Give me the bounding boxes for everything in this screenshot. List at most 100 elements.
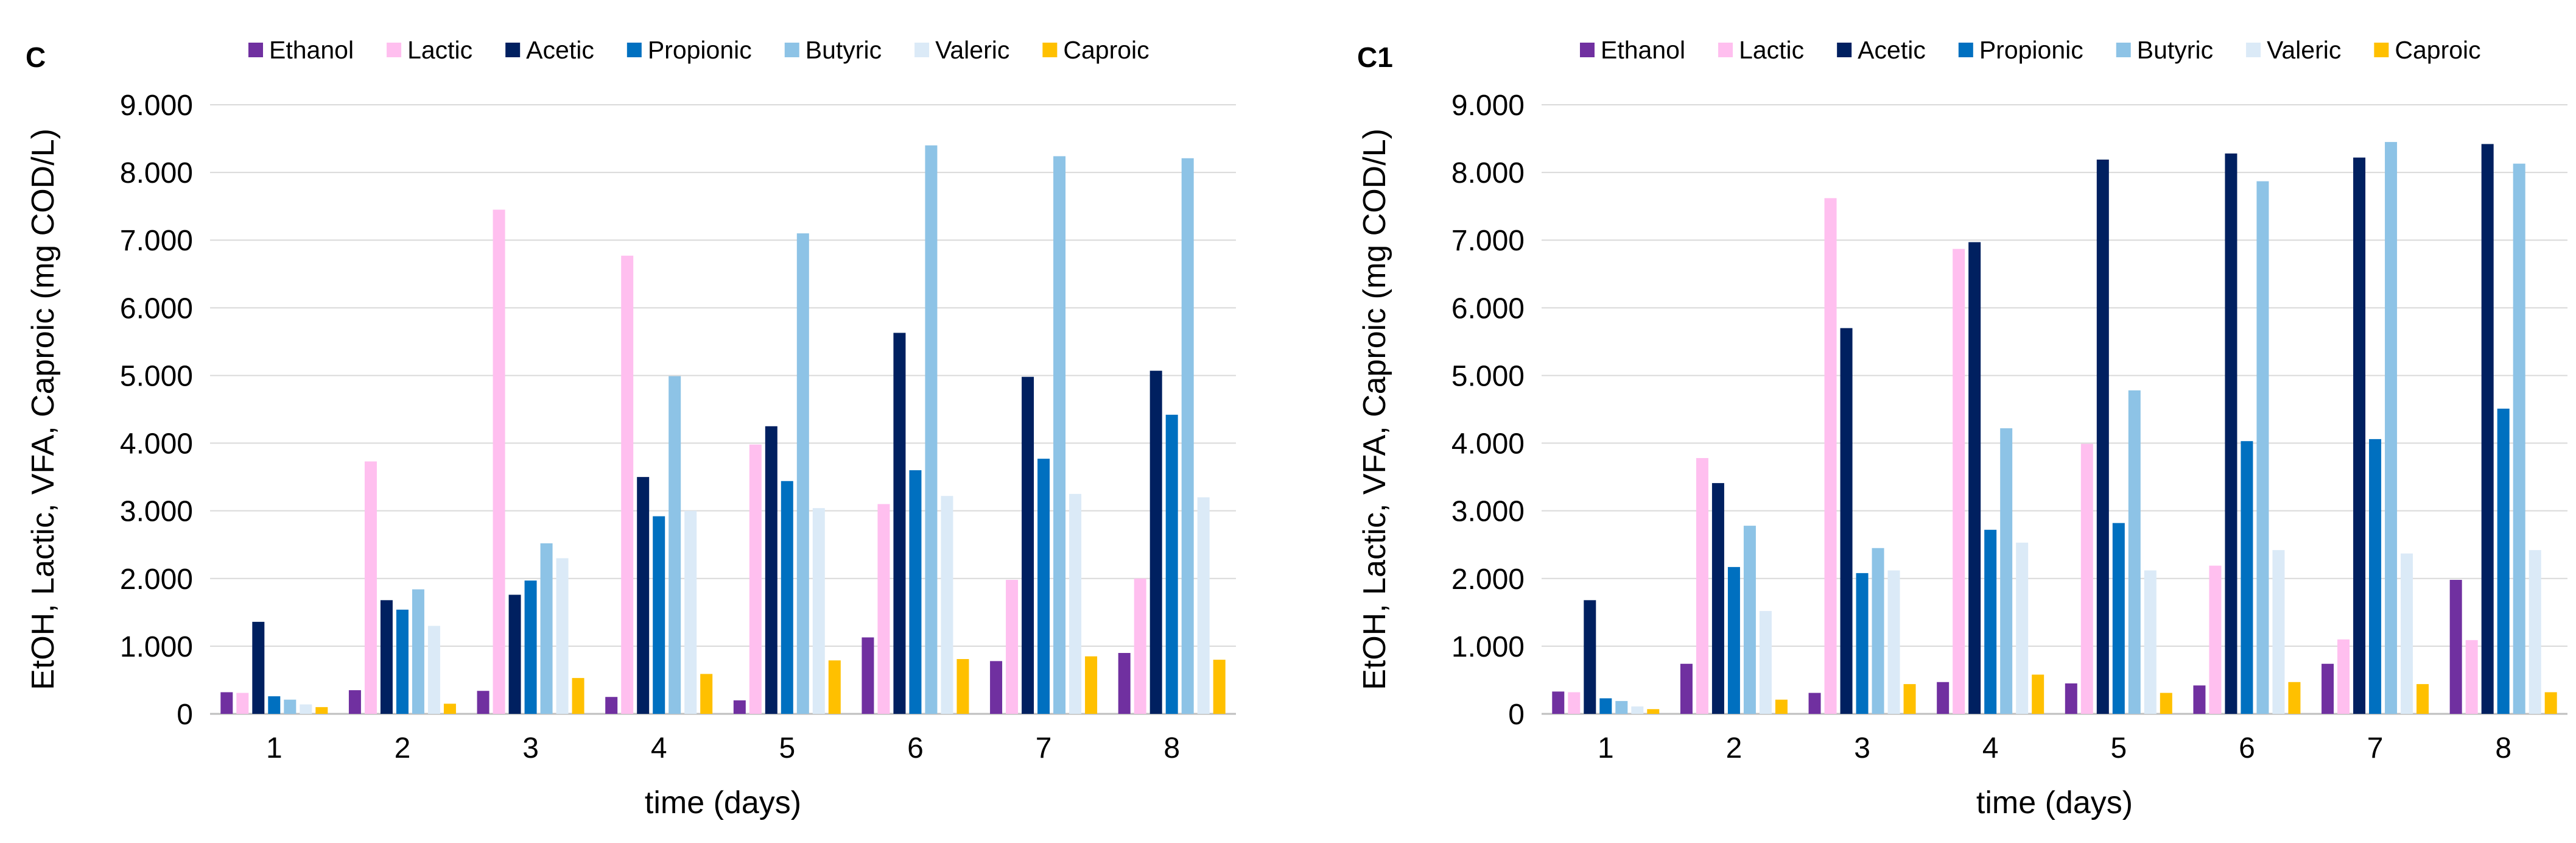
- x-axis-title: time (days): [1976, 785, 2133, 820]
- y-tick-label: 2.000: [120, 563, 193, 596]
- bar-caproic-day-6: [2288, 682, 2301, 714]
- legend: Ethanol Lactic Acetic Propionic Butyric Valer…: [1580, 36, 2481, 64]
- bar-valeric-day-2: [427, 626, 440, 714]
- x-tick-label: 6: [2239, 732, 2255, 764]
- bar-valeric-day-6: [2272, 550, 2285, 714]
- bar-acetic-day-7: [1022, 376, 1034, 714]
- bar-lactic-day-5: [2080, 443, 2093, 714]
- legend-swatch-lactic: [1718, 43, 1733, 57]
- bar-caproic-day-1: [315, 707, 328, 714]
- legend-label-butyric: Butyric: [2137, 36, 2213, 64]
- legend-label-ethanol: Ethanol: [1601, 36, 1685, 64]
- bar-valeric-day-3: [1887, 570, 1900, 714]
- x-tick-label: 5: [779, 732, 795, 764]
- bar-caproic-day-4: [2032, 674, 2044, 714]
- legend-swatch-propionic: [1958, 43, 1973, 57]
- x-tick-label: 3: [1854, 732, 1870, 764]
- bar-propionic-day-8: [1165, 414, 1178, 714]
- bar-acetic-day-6: [893, 333, 906, 714]
- bar-butyric-day-1: [1615, 700, 1628, 714]
- y-tick-label: 5.000: [120, 360, 193, 392]
- legend-label-caproic: Caproic: [2395, 36, 2480, 64]
- bar-ethanol-day-6: [2193, 685, 2206, 714]
- bar-butyric-day-4: [669, 376, 681, 714]
- legend-label-caproic: Caproic: [1063, 36, 1149, 64]
- bar-acetic-day-4: [1968, 242, 1981, 714]
- bar-lactic-day-2: [364, 461, 377, 714]
- bar-caproic-day-8: [2544, 692, 2557, 714]
- y-tick-label: 6.000: [120, 292, 193, 325]
- legend-swatch-acetic: [505, 43, 521, 57]
- y-tick-label: 1.000: [1451, 631, 1525, 663]
- bar-valeric-day-8: [1197, 497, 1210, 714]
- bar-lactic-day-7: [2337, 639, 2350, 714]
- bar-acetic-day-2: [380, 600, 393, 714]
- bar-propionic-day-1: [268, 696, 281, 714]
- legend-label-acetic: Acetic: [526, 36, 594, 64]
- bar-ethanol-day-1: [1552, 691, 1565, 714]
- bar-propionic-day-1: [1599, 698, 1612, 714]
- bar-lactic-day-7: [1006, 580, 1019, 714]
- legend-swatch-propionic: [626, 43, 642, 57]
- bar-acetic-day-3: [1840, 328, 1853, 714]
- bar-lactic-day-8: [2465, 640, 2478, 714]
- bar-propionic-day-4: [653, 516, 665, 714]
- bar-ethanol-day-8: [2449, 580, 2462, 714]
- bar-valeric-day-1: [1631, 706, 1644, 714]
- bar-acetic-day-3: [508, 594, 521, 714]
- legend-swatch-lactic: [387, 43, 402, 57]
- bar-lactic-day-8: [1134, 578, 1146, 714]
- legend-swatch-butyric: [2116, 43, 2131, 57]
- bar-propionic-day-2: [1727, 566, 1740, 714]
- y-tick-label: 9.000: [1451, 90, 1525, 122]
- x-tick-label: 7: [1036, 732, 1052, 764]
- bar-butyric-day-3: [540, 543, 553, 714]
- legend-swatch-butyric: [784, 43, 799, 57]
- x-tick-label: 2: [395, 732, 411, 764]
- y-tick-label: 2.000: [1451, 563, 1525, 596]
- x-tick-label: 3: [522, 732, 539, 764]
- legend-swatch-ethanol: [1580, 43, 1595, 57]
- bar-ethanol-day-1: [220, 692, 233, 714]
- bar-ethanol-day-6: [862, 637, 874, 714]
- x-tick-label: 2: [1726, 732, 1742, 764]
- bar-ethanol-day-5: [2065, 683, 2077, 714]
- bar-propionic-day-6: [2241, 441, 2253, 714]
- legend-swatch-ethanol: [248, 43, 263, 57]
- legend-label-ethanol: Ethanol: [269, 36, 354, 64]
- bar-butyric-day-8: [1181, 158, 1194, 714]
- bar-acetic-day-5: [765, 426, 777, 714]
- x-tick-label: 5: [2110, 732, 2127, 764]
- bar-valeric-day-2: [1759, 611, 1772, 714]
- panel-label: C: [26, 41, 46, 73]
- legend-label-acetic: Acetic: [1858, 36, 1926, 64]
- bar-caproic-day-7: [1085, 656, 1098, 714]
- bar-acetic-day-4: [637, 477, 650, 714]
- bar-acetic-day-7: [2353, 157, 2366, 714]
- bar-caproic-day-8: [1213, 660, 1226, 714]
- chart-panel-1: C 0 1.000 2.000 3.000 4.000 5.000 6.000 7.000 8.0…: [26, 36, 1236, 820]
- y-tick-label: 8.000: [1451, 157, 1525, 189]
- legend-swatch-valeric: [2246, 43, 2261, 57]
- bar-valeric-day-8: [2529, 550, 2541, 714]
- bar-acetic-day-8: [1149, 370, 1162, 714]
- bar-propionic-day-5: [781, 481, 793, 714]
- bar-lactic-day-4: [1953, 249, 1965, 714]
- bar-propionic-day-4: [1984, 529, 1997, 714]
- bar-caproic-day-4: [700, 674, 713, 714]
- y-tick-label: 3.000: [120, 496, 193, 528]
- bar-propionic-day-3: [524, 580, 537, 714]
- bar-lactic-day-3: [1824, 198, 1837, 714]
- bar-butyric-day-6: [2256, 181, 2269, 714]
- bar-lactic-day-1: [236, 693, 249, 714]
- bar-lactic-day-4: [621, 255, 634, 714]
- bar-lactic-day-6: [877, 504, 890, 714]
- bar-ethanol-day-2: [1680, 663, 1693, 714]
- y-tick-label: 1.000: [120, 631, 193, 663]
- legend-swatch-acetic: [1837, 43, 1852, 57]
- legend-label-butyric: Butyric: [805, 36, 882, 64]
- bar-butyric-day-7: [2385, 142, 2398, 714]
- bar-valeric-day-5: [812, 508, 825, 714]
- legend-label-lactic: Lactic: [407, 36, 472, 64]
- bar-propionic-day-5: [2112, 523, 2125, 714]
